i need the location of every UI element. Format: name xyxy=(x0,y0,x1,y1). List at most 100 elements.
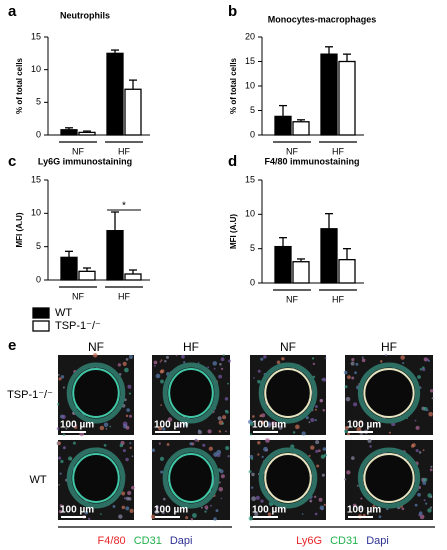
speckle xyxy=(105,427,108,430)
x-tick-label: NF xyxy=(286,146,298,156)
speckle xyxy=(423,357,428,362)
chart-title: Ly6G immunostaining xyxy=(38,156,132,166)
speckle xyxy=(314,512,318,516)
speckle xyxy=(117,363,121,367)
chart-title: Monocytes-macrophages xyxy=(268,14,377,24)
speckle xyxy=(159,360,162,363)
speckle xyxy=(354,371,357,375)
column-label: HF xyxy=(183,340,199,354)
y-axis-label: MFI (A.U) xyxy=(229,214,238,249)
speckle xyxy=(159,456,165,461)
vessel-wall xyxy=(162,447,220,509)
speckle xyxy=(260,499,264,503)
speckle xyxy=(259,414,263,418)
scale-bar-label: 100 µm xyxy=(347,505,381,516)
speckle xyxy=(311,357,315,360)
speckle xyxy=(85,425,88,428)
speckle xyxy=(313,495,317,499)
micrograph: 100 µm xyxy=(343,438,433,520)
y-tick-label: 0 xyxy=(250,129,255,139)
speckle xyxy=(127,384,132,389)
speckle xyxy=(254,512,259,517)
speckle xyxy=(220,497,223,500)
speckle xyxy=(129,414,132,418)
speckle xyxy=(160,359,163,362)
speckle xyxy=(423,477,428,482)
speckle xyxy=(62,433,66,436)
speckle xyxy=(124,367,129,373)
speckle xyxy=(253,377,255,379)
speckle xyxy=(345,396,351,402)
speckle xyxy=(59,504,63,508)
annotation: * xyxy=(122,201,126,212)
speckle xyxy=(164,360,167,363)
speckle xyxy=(429,389,434,393)
speckle xyxy=(417,375,421,379)
bar xyxy=(292,261,310,284)
speckle xyxy=(415,448,419,453)
speckle xyxy=(99,425,105,431)
speckle xyxy=(125,358,129,361)
stain-label: CD31 xyxy=(134,535,162,547)
speckle xyxy=(351,376,355,380)
speckle xyxy=(251,496,257,502)
x-tick-label: HF xyxy=(118,146,130,156)
speckle xyxy=(308,421,311,424)
speckle xyxy=(213,452,218,457)
bar xyxy=(292,121,310,136)
speckle xyxy=(367,438,372,444)
speckle xyxy=(100,513,102,515)
column-label: NF xyxy=(280,340,296,354)
y-tick-label: 10 xyxy=(245,209,255,219)
speckle xyxy=(402,362,405,365)
speckle xyxy=(59,472,62,475)
bar xyxy=(78,131,96,136)
speckle xyxy=(356,427,362,432)
speckle xyxy=(213,517,217,521)
speckle xyxy=(252,415,255,418)
speckle xyxy=(192,513,197,518)
speckle xyxy=(257,379,261,384)
speckle xyxy=(84,510,89,515)
y-axis-label: MFI (A.U) xyxy=(15,212,24,247)
speckle xyxy=(60,375,65,379)
speckle xyxy=(427,508,432,513)
column-label: NF xyxy=(88,340,104,354)
speckle xyxy=(322,447,327,451)
bar xyxy=(338,259,356,284)
speckle xyxy=(221,422,224,425)
panel-label: b xyxy=(228,3,237,20)
speckle xyxy=(271,421,276,426)
y-axis-label: % of total cells xyxy=(229,57,238,114)
speckle xyxy=(257,453,260,456)
speckle xyxy=(222,415,227,420)
speckle xyxy=(220,357,225,362)
speckle xyxy=(388,431,391,434)
speckle xyxy=(261,455,264,458)
speckle xyxy=(310,445,315,450)
speckle xyxy=(361,358,366,363)
y-tick-label: 15 xyxy=(31,174,41,184)
speckle xyxy=(351,358,355,362)
speckle xyxy=(212,361,218,366)
speckle xyxy=(123,497,127,500)
y-axis-label: % of total cells xyxy=(15,57,24,114)
speckle xyxy=(217,416,222,421)
y-tick-label: 10 xyxy=(31,208,41,218)
speckle xyxy=(372,504,376,508)
vessel-wall xyxy=(357,362,421,424)
speckle xyxy=(419,511,423,515)
speckle xyxy=(74,424,78,427)
speckle xyxy=(74,425,78,430)
speckle xyxy=(219,469,224,474)
speckle xyxy=(257,441,261,445)
speckle xyxy=(418,451,422,454)
speckle xyxy=(305,416,309,420)
speckle xyxy=(411,443,416,447)
panel-label: a xyxy=(8,3,17,20)
speckle xyxy=(419,368,423,371)
speckle xyxy=(194,438,198,442)
speckle xyxy=(204,505,209,510)
speckle xyxy=(129,442,132,445)
